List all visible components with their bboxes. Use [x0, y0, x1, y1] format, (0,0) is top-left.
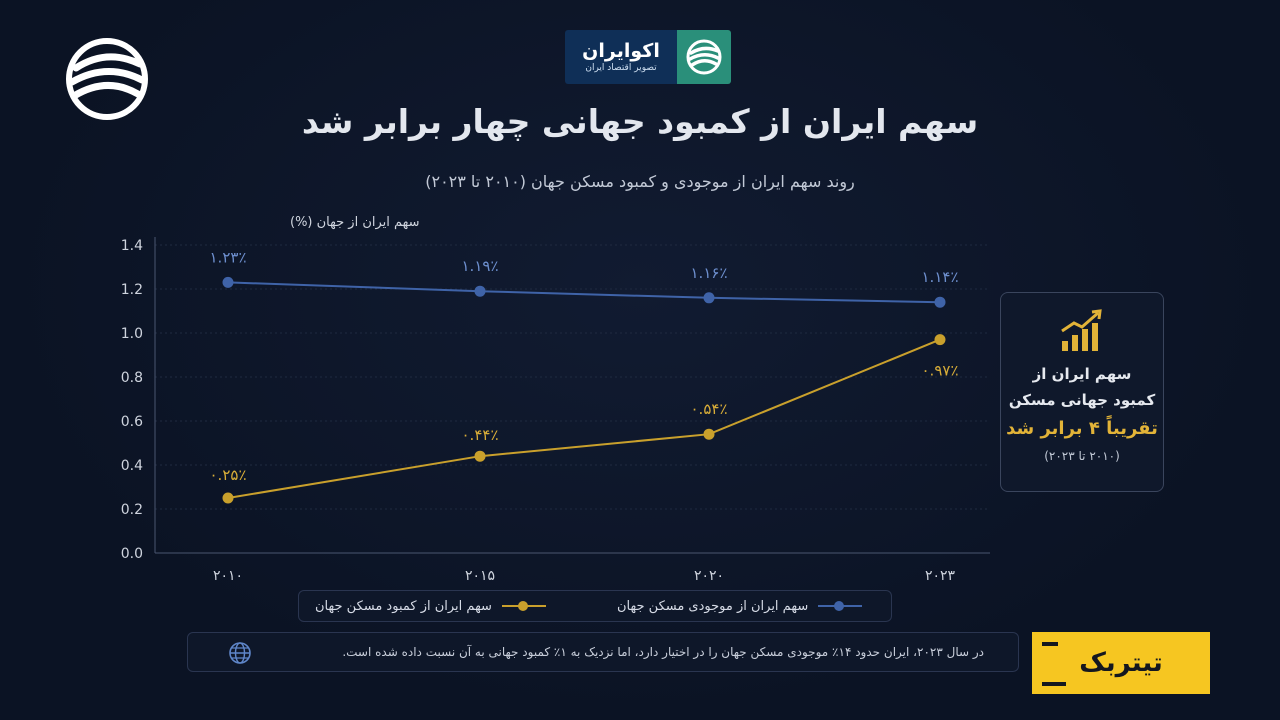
y-tick-label: 0.2: [121, 502, 143, 518]
partner-logo: اکوایران تصویر اقتصاد ایران: [565, 30, 731, 84]
y-tick-label: 1.4: [121, 238, 143, 254]
series-line-0: [227, 281, 941, 304]
data-label: ۰.۹۷٪: [922, 362, 959, 380]
globe-icon: [229, 642, 251, 664]
x-tick-label: ۲۰۱۵: [465, 568, 495, 584]
partner-logo-mark-icon: [677, 30, 731, 84]
callout-line-1: سهم ایران از: [1032, 365, 1132, 383]
partner-logo-tagline: تصویر اقتصاد ایران: [585, 63, 657, 73]
data-point: [474, 285, 486, 297]
callout-accent: تقریباً ۴ برابر شد: [1006, 418, 1158, 439]
footnote-text: در سال ۲۰۲۳، ایران حدود ۱۴٪ موجودی مسکن …: [342, 645, 984, 659]
y-tick-label: 1.0: [121, 326, 143, 342]
legend-item-shortage: سهم ایران از کمبود مسکن جهان: [315, 591, 546, 621]
data-point: [934, 296, 946, 308]
legend-label-stock: سهم ایران از موجودی مسکن جهان: [617, 598, 809, 614]
source-badge-label: تیتربک: [1079, 648, 1163, 678]
data-label: ۰.۴۴٪: [462, 426, 499, 444]
partner-logo-name: اکوایران: [582, 40, 660, 62]
x-tick-label: ۲۰۲۳: [925, 568, 956, 584]
y-tick-label: 0.8: [121, 370, 143, 386]
y-tick-label: 0.0: [121, 546, 143, 562]
callout-range: (۲۰۱۰ تا ۲۰۲۳): [1044, 449, 1120, 463]
data-label: ۱.۲۳٪: [210, 248, 247, 266]
y-tick-label: 0.4: [121, 458, 143, 474]
legend-label-shortage: سهم ایران از کمبود مسکن جهان: [315, 598, 492, 614]
footnote-box: در سال ۲۰۲۳، ایران حدود ۱۴٪ موجودی مسکن …: [187, 632, 1019, 672]
series-line-1: [227, 338, 941, 499]
data-label: ۰.۲۵٪: [210, 466, 247, 484]
chart-subtitle: روند سهم ایران از موجودی و کمبود مسکن جه…: [425, 172, 855, 191]
x-tick-label: ۲۰۲۰: [694, 568, 724, 584]
x-tick-label: ۲۰۱۰: [213, 568, 243, 584]
data-label: ۱.۱۴٪: [922, 268, 959, 286]
legend-swatch-shortage: [501, 601, 546, 611]
y-tick-label: 0.6: [121, 414, 143, 430]
source-badge: تیتربک: [1032, 632, 1210, 694]
y-tick-label: 1.2: [121, 282, 143, 298]
data-label: ۱.۱۹٪: [462, 257, 499, 275]
callout-line-2: کمبود جهانی مسکن: [1008, 391, 1156, 409]
data-point: [934, 334, 946, 346]
chart-title: سهم ایران از کمبود جهانی چهار برابر شد: [301, 102, 979, 141]
legend-item-stock: سهم ایران از موجودی مسکن جهان: [617, 591, 863, 621]
data-point: [222, 276, 234, 288]
legend-swatch-stock: [818, 601, 863, 611]
data-point: [703, 292, 715, 304]
rising-bar-chart-icon: [1061, 309, 1102, 351]
y-axis-label: سهم ایران از جهان (%): [290, 215, 420, 230]
data-label: ۰.۵۴٪: [691, 400, 728, 418]
data-point: [222, 492, 234, 504]
data-label: ۱.۱۶٪: [691, 264, 728, 282]
chart-legend: سهم ایران از موجودی مسکن جهان سهم ایران …: [298, 590, 892, 622]
callout-box: سهم ایران از کمبود جهانی مسکن تقریباً ۴ …: [1000, 292, 1164, 492]
brand-swirl-logo: [66, 38, 148, 120]
data-point: [703, 428, 715, 440]
data-point: [474, 450, 486, 462]
